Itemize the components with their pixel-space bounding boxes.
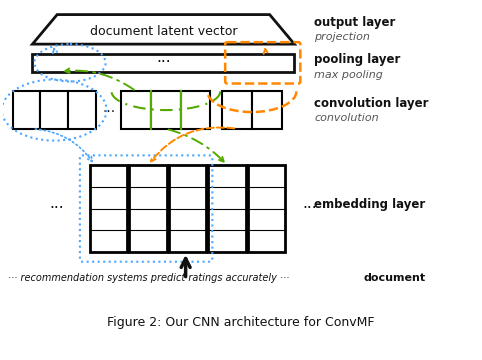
Polygon shape: [32, 15, 295, 44]
Text: ···: ···: [50, 201, 65, 216]
Text: pooling layer: pooling layer: [314, 53, 401, 66]
Bar: [68, 91, 96, 129]
Bar: [13, 91, 40, 129]
Text: convolution: convolution: [314, 113, 379, 123]
Text: ···: ···: [103, 105, 116, 119]
Text: ···: ···: [302, 201, 317, 216]
Bar: [222, 91, 252, 129]
Bar: [248, 165, 285, 252]
Bar: [169, 165, 206, 252]
Bar: [32, 54, 295, 72]
Bar: [121, 91, 151, 129]
Text: max pooling: max pooling: [314, 69, 383, 80]
Text: document: document: [363, 274, 426, 283]
Text: projection: projection: [314, 32, 370, 42]
Text: ··· recommendation systems predict ratings accurately ···: ··· recommendation systems predict ratin…: [8, 274, 289, 283]
Text: Figure 2: Our CNN architecture for ConvMF: Figure 2: Our CNN architecture for ConvM…: [107, 316, 375, 329]
Bar: [151, 91, 181, 129]
Text: embedding layer: embedding layer: [314, 198, 426, 211]
Bar: [208, 165, 246, 252]
Text: ···: ···: [156, 55, 171, 70]
Bar: [40, 91, 68, 129]
Bar: [90, 165, 127, 252]
Bar: [129, 165, 167, 252]
Text: document latent vector: document latent vector: [90, 25, 237, 38]
Text: convolution layer: convolution layer: [314, 97, 428, 110]
Bar: [252, 91, 281, 129]
Text: output layer: output layer: [314, 16, 396, 29]
Bar: [181, 91, 210, 129]
